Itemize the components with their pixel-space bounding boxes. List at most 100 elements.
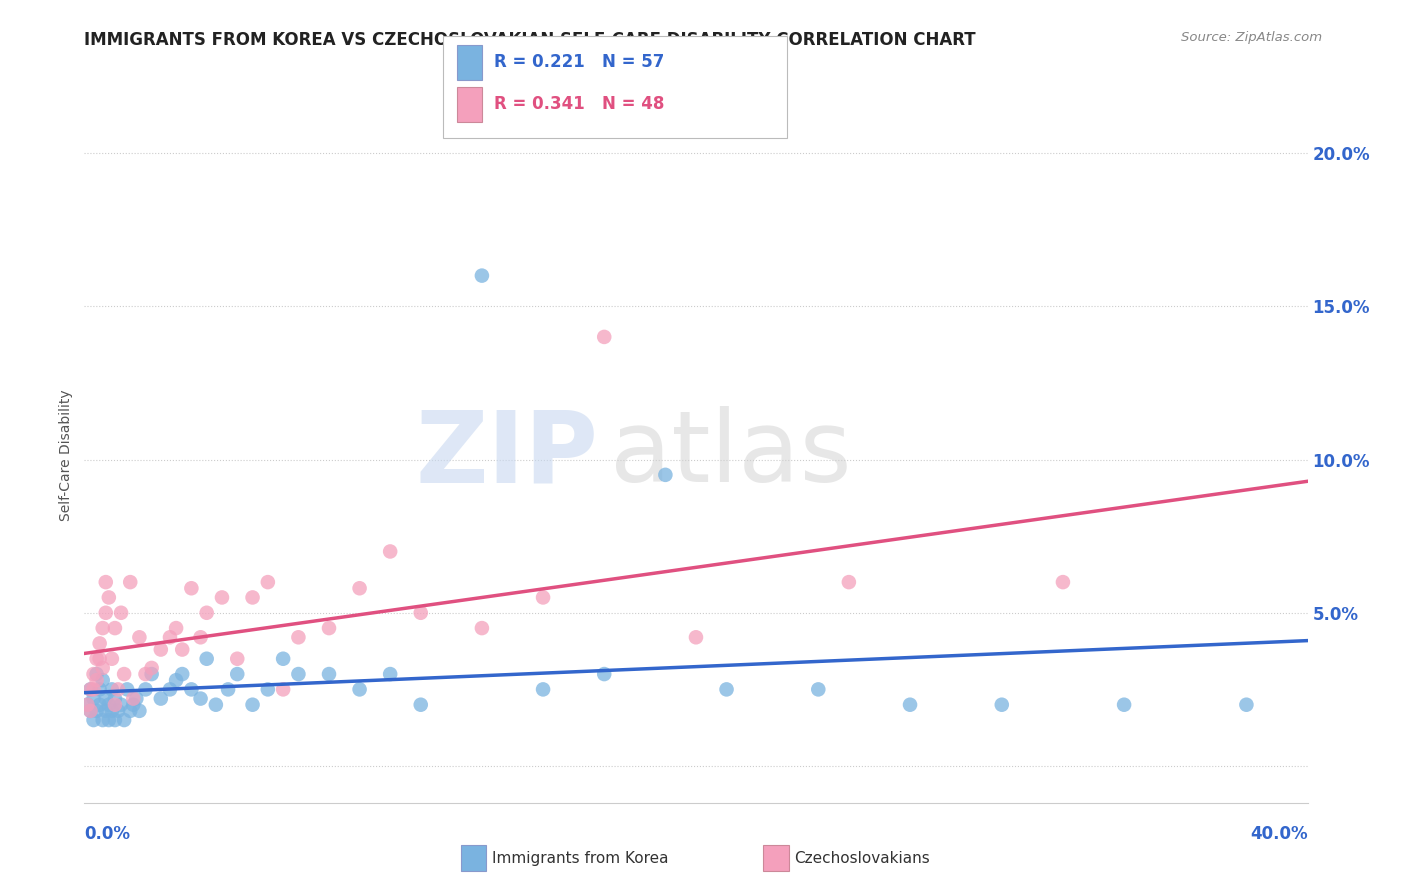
Point <box>89 636 111 650</box>
Point <box>380 667 402 681</box>
Point <box>531 591 554 605</box>
Point <box>97 713 120 727</box>
Point <box>94 606 117 620</box>
Point <box>217 682 239 697</box>
Point <box>94 691 117 706</box>
Point <box>79 682 101 697</box>
Point <box>716 682 738 697</box>
Y-axis label: Self-Care Disability: Self-Care Disability <box>59 389 73 521</box>
Point <box>128 704 150 718</box>
Point <box>409 606 432 620</box>
Point <box>271 682 294 697</box>
Point <box>226 667 249 681</box>
Point <box>86 652 108 666</box>
Point <box>89 652 111 666</box>
Point <box>107 704 129 718</box>
Point <box>165 621 187 635</box>
Text: atlas: atlas <box>610 407 852 503</box>
Point <box>593 667 616 681</box>
Point <box>159 630 181 644</box>
Point <box>211 591 233 605</box>
Point <box>91 661 114 675</box>
Point <box>135 682 157 697</box>
Point <box>101 704 124 718</box>
Point <box>838 575 860 590</box>
Text: ZIP: ZIP <box>415 407 598 503</box>
Point <box>287 667 309 681</box>
Point <box>112 667 135 681</box>
Point <box>120 575 142 590</box>
Point <box>91 673 114 688</box>
Point <box>101 682 124 697</box>
Point <box>190 691 212 706</box>
Point <box>1234 698 1257 712</box>
Point <box>409 698 432 712</box>
Point <box>257 682 280 697</box>
Point <box>135 667 157 681</box>
Point <box>149 691 172 706</box>
Point <box>180 682 202 697</box>
Text: IMMIGRANTS FROM KOREA VS CZECHOSLOVAKIAN SELF-CARE DISABILITY CORRELATION CHART: IMMIGRANTS FROM KOREA VS CZECHOSLOVAKIAN… <box>84 31 976 49</box>
Point <box>107 682 129 697</box>
Text: 40.0%: 40.0% <box>1250 825 1308 843</box>
Point <box>165 673 187 688</box>
Point <box>242 698 264 712</box>
Point <box>86 667 108 681</box>
Point <box>110 698 132 712</box>
Point <box>318 667 340 681</box>
Point <box>83 682 105 697</box>
Point <box>128 630 150 644</box>
Point <box>86 704 108 718</box>
Point <box>318 621 340 635</box>
Point <box>149 642 172 657</box>
Point <box>226 652 249 666</box>
Text: Immigrants from Korea: Immigrants from Korea <box>492 851 669 865</box>
Point <box>112 713 135 727</box>
Point <box>991 698 1014 712</box>
Point <box>79 682 101 697</box>
Point <box>104 691 127 706</box>
Point <box>380 544 402 558</box>
Point <box>104 698 127 712</box>
Point <box>205 698 228 712</box>
Point <box>104 621 127 635</box>
Text: R = 0.221   N = 57: R = 0.221 N = 57 <box>494 54 664 71</box>
Text: R = 0.341   N = 48: R = 0.341 N = 48 <box>494 95 664 113</box>
Point <box>83 667 105 681</box>
Point <box>471 268 494 283</box>
Point <box>89 698 111 712</box>
Point <box>195 652 218 666</box>
Point <box>120 704 142 718</box>
Point <box>654 467 676 482</box>
Point <box>79 704 101 718</box>
Point <box>271 652 294 666</box>
Point <box>125 691 148 706</box>
Point <box>471 621 494 635</box>
Point <box>195 606 218 620</box>
Point <box>104 713 127 727</box>
Point <box>141 661 163 675</box>
Point <box>172 642 194 657</box>
Point <box>122 691 145 706</box>
Point <box>115 682 138 697</box>
Point <box>257 575 280 590</box>
Text: 0.0%: 0.0% <box>84 825 131 843</box>
Point <box>287 630 309 644</box>
Point <box>122 698 145 712</box>
Point <box>76 698 98 712</box>
Point <box>91 621 114 635</box>
Point <box>89 682 111 697</box>
Point <box>531 682 554 697</box>
Point <box>898 698 921 712</box>
Point <box>83 713 105 727</box>
Point <box>110 606 132 620</box>
Point <box>141 667 163 681</box>
Point <box>97 698 120 712</box>
Point <box>190 630 212 644</box>
Text: Source: ZipAtlas.com: Source: ZipAtlas.com <box>1181 31 1322 45</box>
Point <box>1114 698 1136 712</box>
Point <box>159 682 181 697</box>
Point <box>349 682 371 697</box>
Point <box>593 330 616 344</box>
Point <box>1052 575 1074 590</box>
